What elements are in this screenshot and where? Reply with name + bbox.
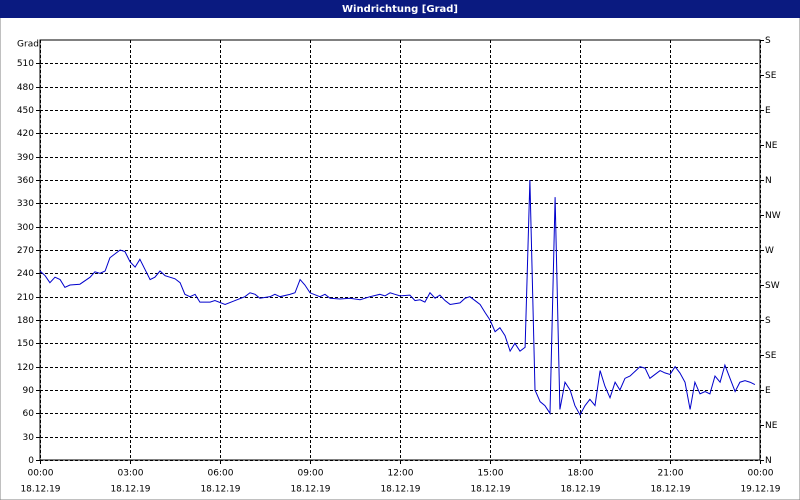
x-tick-date: 18.12.19 — [290, 485, 330, 495]
x-tick-date: 18.12.19 — [110, 485, 150, 495]
y2-tick-label: W — [765, 246, 774, 256]
y2-tick-label: N — [765, 456, 772, 466]
x-tick-date: 18.12.19 — [560, 485, 600, 495]
y2-tick-label: NE — [765, 141, 778, 151]
x-tick-date: 18.12.19 — [20, 485, 60, 495]
y-tick-label: 0 — [28, 456, 34, 466]
y2-tick-label: SE — [765, 351, 777, 361]
y2-tick-label: E — [765, 106, 771, 116]
x-tick-label: 00:00 — [748, 469, 774, 479]
y2-tick-label: SE — [765, 71, 777, 81]
y-axis-label: Grad — [17, 40, 39, 50]
y2-tick-label: S — [765, 36, 771, 46]
y-tick-label: 120 — [17, 363, 34, 373]
x-tick-date: 18.12.19 — [650, 485, 690, 495]
y2-tick-label: NE — [765, 421, 778, 431]
x-tick-label: 03:00 — [118, 469, 144, 479]
y-tick-label: 480 — [17, 83, 34, 93]
title-bar — [0, 0, 800, 18]
y-tick-label: 270 — [17, 246, 34, 256]
x-tick-date: 18.12.19 — [380, 485, 420, 495]
x-tick-date: 18.12.19 — [200, 485, 240, 495]
y-tick-label: 60 — [23, 409, 35, 419]
y-tick-label: 360 — [17, 176, 34, 186]
x-tick-label: 06:00 — [208, 469, 234, 479]
x-tick-date: 19.12.19 — [740, 485, 780, 495]
y-tick-label: 300 — [17, 223, 34, 233]
y-tick-label: 420 — [17, 129, 34, 139]
y-tick-label: 90 — [23, 386, 35, 396]
x-tick-label: 09:00 — [298, 469, 324, 479]
y2-tick-label: NW — [765, 211, 781, 221]
y-tick-label: 510 — [17, 59, 34, 69]
data-line — [39, 179, 756, 416]
y-tick-label: 240 — [17, 269, 34, 279]
y-tick-label: 150 — [17, 339, 34, 349]
x-tick-date: 18.12.19 — [470, 485, 510, 495]
y-tick-label: 450 — [17, 106, 34, 116]
y-tick-label: 390 — [17, 153, 34, 163]
x-tick-label: 21:00 — [658, 469, 684, 479]
y-tick-label: 210 — [17, 293, 34, 303]
y-tick-label: 180 — [17, 316, 34, 326]
y2-tick-label: N — [765, 176, 772, 186]
y2-tick-label: S — [765, 316, 771, 326]
x-tick-label: 12:00 — [388, 469, 414, 479]
chart-title: Windrichtung [Grad] — [342, 4, 458, 15]
y2-tick-label: SW — [765, 281, 780, 291]
x-tick-label: 00:00 — [28, 469, 54, 479]
y-tick-label: 30 — [23, 433, 35, 443]
y-tick-label: 330 — [17, 199, 34, 209]
x-tick-label: 15:00 — [478, 469, 504, 479]
y2-tick-label: E — [765, 386, 771, 396]
x-tick-label: 18:00 — [568, 469, 594, 479]
